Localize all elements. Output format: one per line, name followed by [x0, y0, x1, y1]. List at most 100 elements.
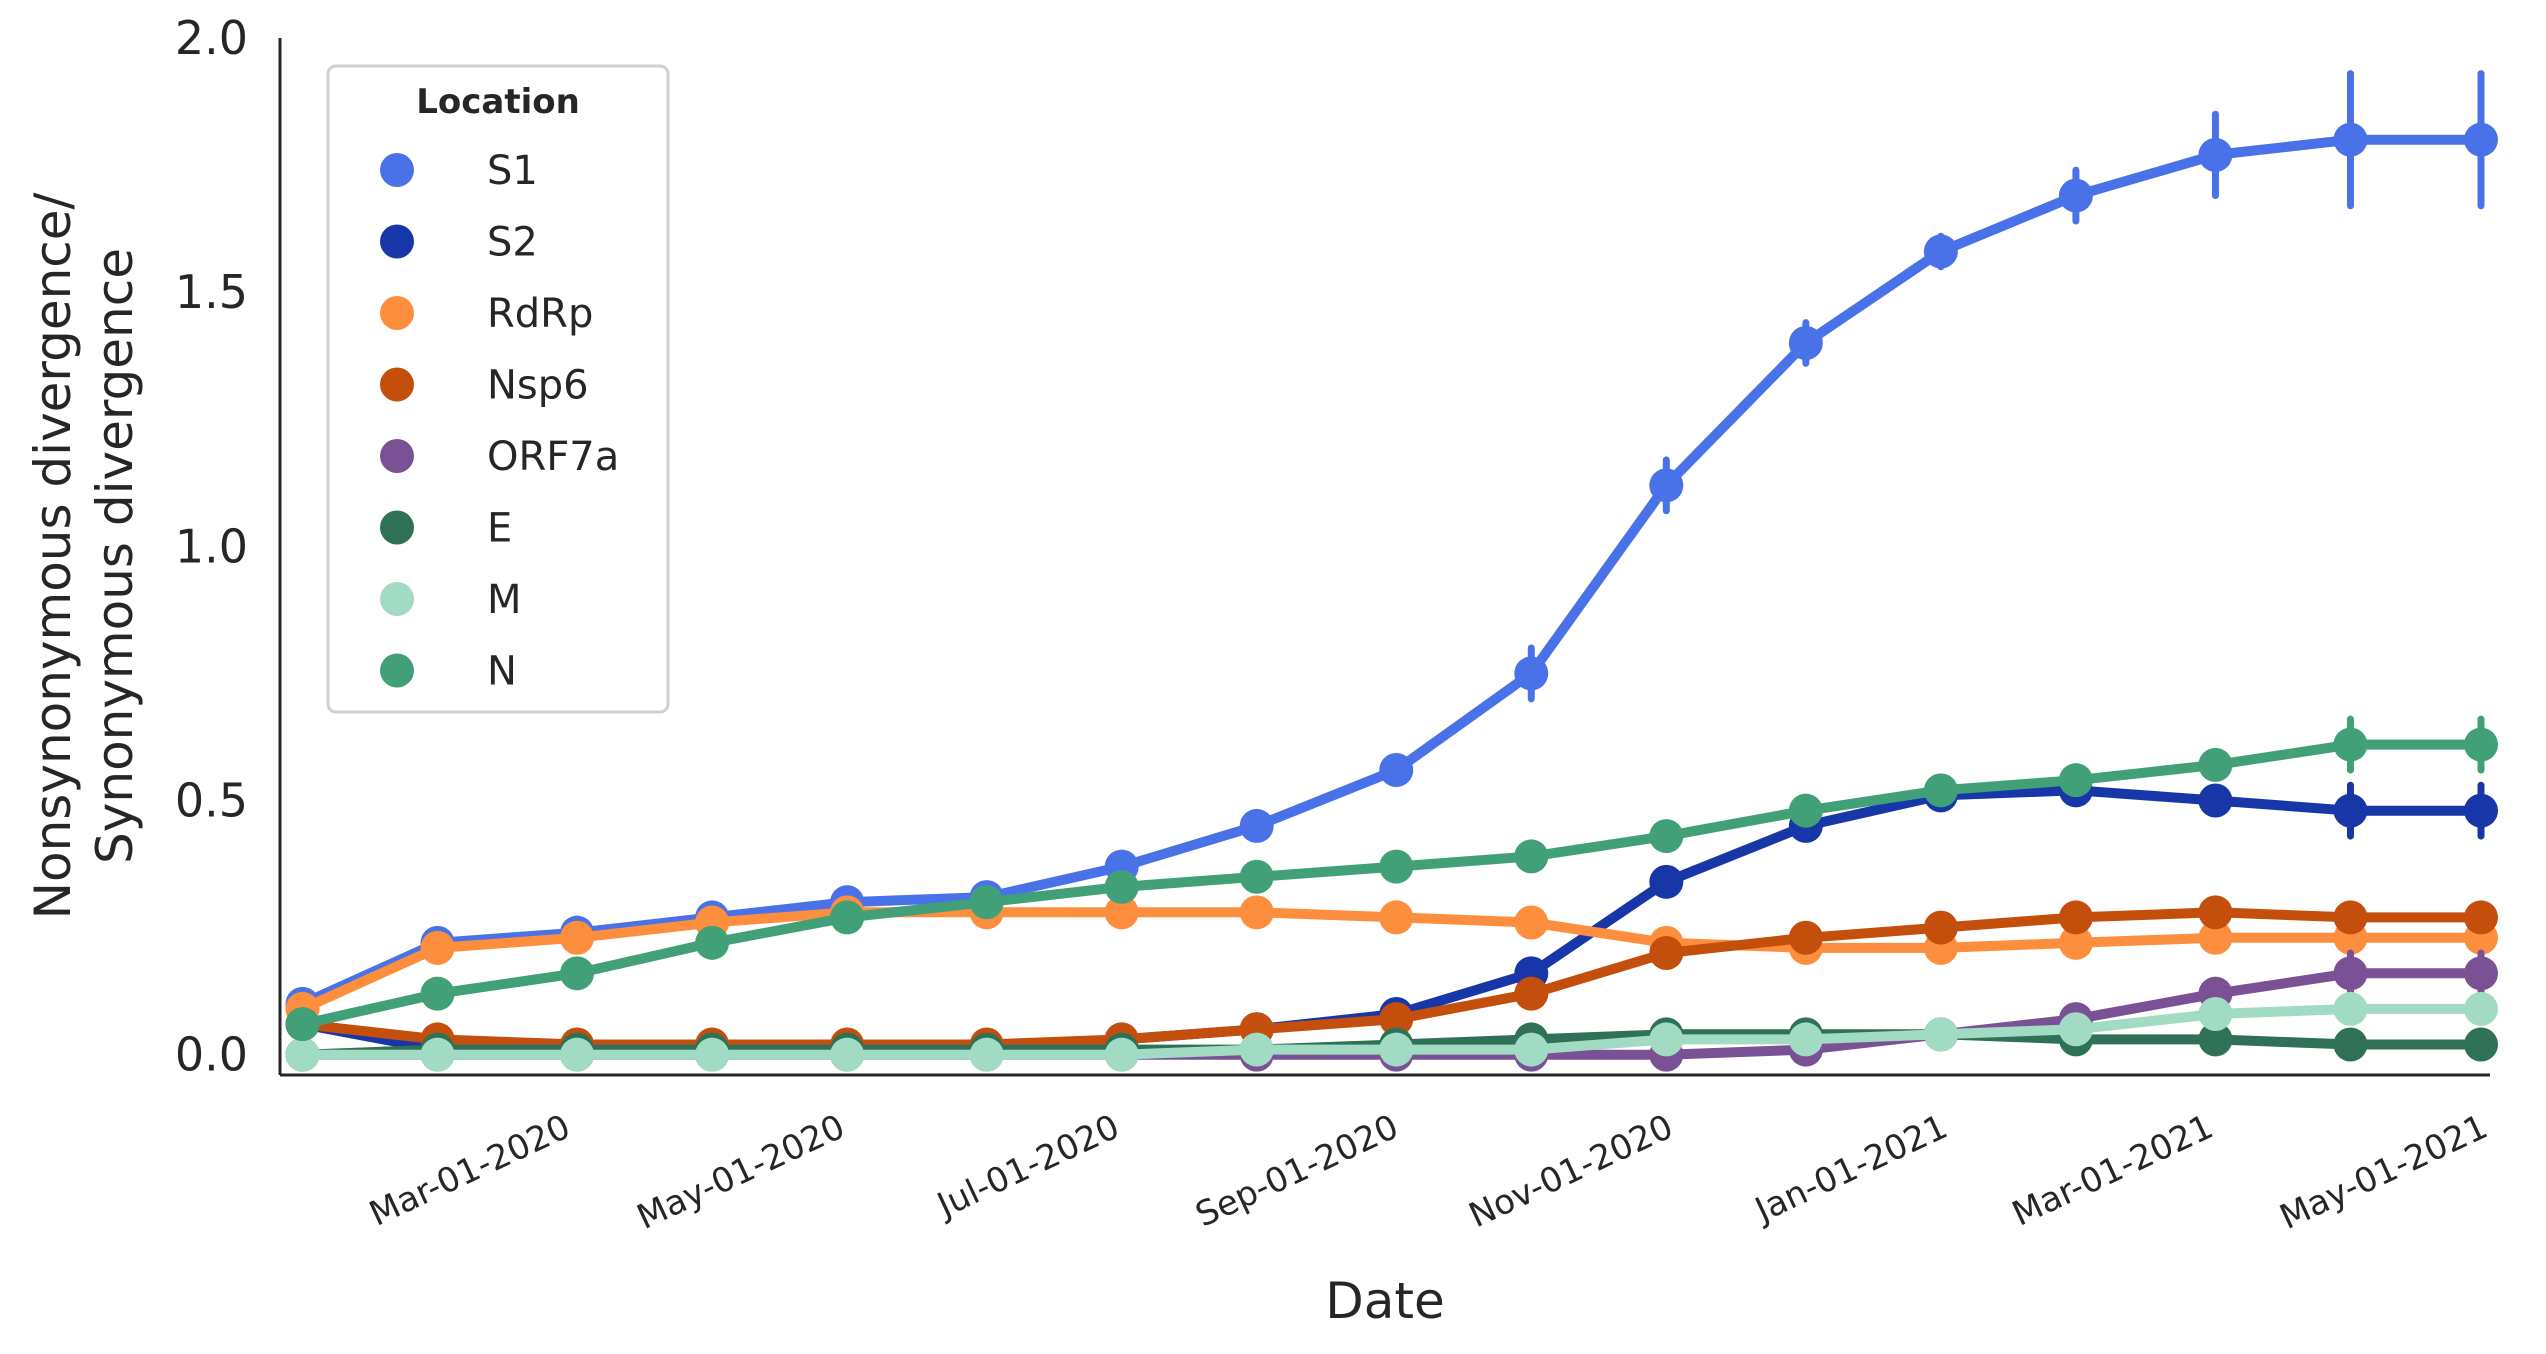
data-point	[830, 900, 865, 935]
legend-label: S2	[487, 220, 538, 266]
data-point	[2198, 920, 2233, 955]
data-point	[285, 1007, 320, 1042]
data-point	[969, 1037, 1004, 1072]
y-tick-label: 0.0	[175, 1028, 248, 1082]
data-point	[1649, 1022, 1684, 1057]
legend-label: Nsp6	[487, 363, 589, 409]
legend-marker	[380, 153, 414, 187]
data-point	[2333, 1027, 2368, 1062]
data-point	[1788, 1022, 1823, 1057]
legend-item-s2: S2	[380, 220, 538, 266]
legend-label: E	[487, 506, 512, 552]
data-point	[1379, 1002, 1414, 1037]
x-tick-label: May-01-2020	[631, 1107, 851, 1238]
legend-item-e: E	[380, 506, 512, 552]
plot-area	[285, 70, 2498, 1072]
legend-item-n: N	[380, 649, 517, 695]
series-n	[285, 715, 2498, 1042]
y-tick-label: 1.0	[175, 519, 248, 573]
data-point	[1239, 808, 1274, 843]
data-point	[2463, 991, 2498, 1026]
series-m	[285, 991, 2498, 1072]
data-point	[1104, 895, 1139, 930]
data-point	[1379, 1032, 1414, 1067]
x-tick-label: Nov-01-2020	[1463, 1107, 1679, 1236]
data-point	[695, 1037, 730, 1072]
data-point	[2333, 900, 2368, 935]
data-point	[1379, 753, 1414, 787]
y-axis-title-line1: Nonsynonymous divergence/	[24, 192, 82, 919]
data-point	[1788, 326, 1823, 360]
data-point	[1239, 859, 1274, 894]
data-point	[1923, 234, 1958, 269]
legend: Location S1 S2 RdRp Nsp6 ORF7a EMN	[326, 64, 670, 714]
x-tick-labels: Mar-01-2020 May-01-2020 Jul-01-2020 Sep-01-…	[363, 1107, 2493, 1238]
data-point	[2058, 763, 2093, 798]
legend-marker	[380, 367, 414, 402]
data-point	[1514, 656, 1549, 691]
data-point	[1649, 864, 1684, 899]
data-point	[2463, 900, 2498, 935]
data-point	[695, 925, 730, 960]
x-tick-label: Jul-01-2020	[930, 1107, 1126, 1227]
y-tick-labels: 0.0 0.5 1.0 1.5 2.0	[175, 11, 248, 1082]
data-point	[1379, 900, 1414, 935]
data-point	[2463, 122, 2498, 157]
legend-item-nsp6: Nsp6	[380, 363, 589, 409]
data-point	[1239, 1032, 1274, 1067]
data-point	[1923, 1017, 1958, 1052]
data-point	[2463, 1027, 2498, 1062]
y-tick-label: 0.5	[175, 774, 248, 828]
x-tick-label: May-01-2021	[2274, 1107, 2494, 1238]
legend-label: M	[487, 577, 522, 623]
y-tick-label: 1.5	[175, 265, 248, 319]
data-point	[560, 1037, 595, 1072]
data-point	[2058, 900, 2093, 935]
legend-item-s1: S1	[380, 148, 538, 194]
y-tick-label: 2.0	[175, 11, 248, 65]
data-point	[1239, 895, 1274, 930]
x-tick-label: Mar-01-2020	[363, 1107, 576, 1235]
data-point	[2333, 122, 2368, 157]
data-point	[2198, 997, 2233, 1031]
data-point	[560, 920, 595, 955]
legend-label: N	[487, 649, 517, 695]
legend-marker	[380, 296, 414, 330]
x-tick-label: Mar-01-2021	[2006, 1107, 2219, 1235]
legend-item-rdrp: RdRp	[380, 291, 593, 337]
data-point	[1788, 793, 1823, 828]
legend-marker	[380, 439, 414, 473]
data-point	[1788, 920, 1823, 955]
data-point	[1514, 839, 1549, 874]
legend-items: S1 S2 RdRp Nsp6 ORF7a EMN	[380, 148, 619, 695]
data-point	[2333, 956, 2368, 991]
data-point	[1649, 468, 1684, 503]
data-point	[2058, 178, 2093, 213]
x-axis-title: Date	[1325, 1272, 1445, 1330]
x-tick-label: Sep-01-2020	[1190, 1107, 1405, 1236]
legend-item-orf7a: ORF7a	[380, 434, 619, 480]
data-point	[2198, 1022, 2233, 1057]
data-point	[420, 930, 455, 965]
data-point	[2333, 991, 2368, 1026]
data-point	[2463, 793, 2498, 828]
data-point	[2463, 956, 2498, 991]
data-point	[2198, 747, 2233, 782]
data-point	[1514, 976, 1549, 1011]
data-point	[2198, 783, 2233, 818]
data-point	[2058, 925, 2093, 960]
data-point	[2198, 895, 2233, 930]
legend-marker	[380, 582, 414, 616]
data-point	[1514, 1032, 1549, 1067]
data-point	[1923, 773, 1958, 808]
data-point	[2463, 727, 2498, 762]
data-point	[2198, 137, 2233, 172]
data-point	[1104, 869, 1139, 904]
data-point	[560, 956, 595, 991]
data-point	[420, 1037, 455, 1072]
data-point	[1104, 1037, 1139, 1072]
data-point	[1923, 910, 1958, 945]
data-point	[2333, 793, 2368, 828]
series-line-n	[297, 739, 2486, 1030]
data-point	[1379, 849, 1414, 884]
